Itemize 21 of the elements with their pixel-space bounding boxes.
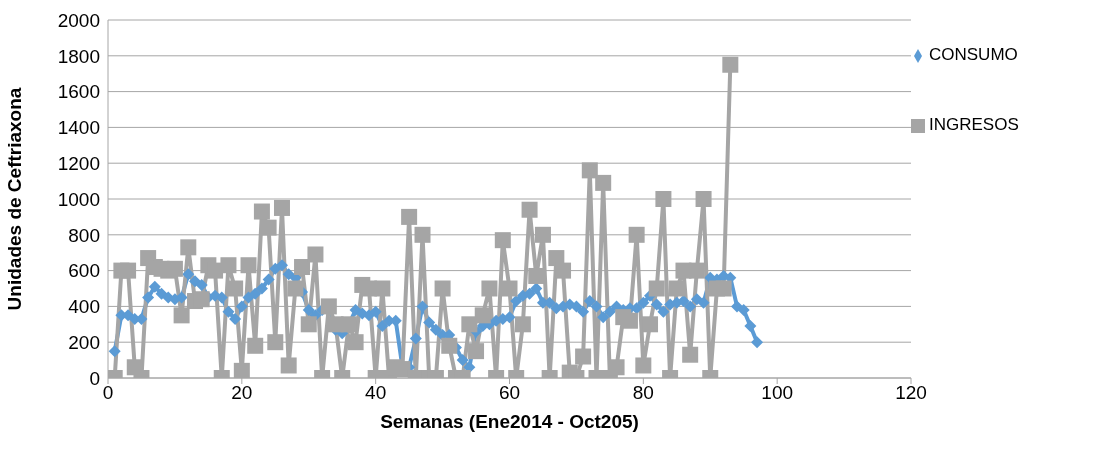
y-tick-label: 600 — [68, 260, 100, 282]
y-tick-label: 1600 — [57, 81, 100, 103]
x-tick-label: 100 — [761, 382, 794, 404]
y-tick-label: 400 — [68, 296, 100, 318]
x-tick-label: 80 — [632, 382, 654, 404]
x-tick-label: 120 — [895, 382, 927, 404]
x-tick-label: 0 — [102, 382, 114, 404]
y-tick-label: 1800 — [57, 45, 100, 67]
x-axis-title: Semanas (Ene2014 - Oct205) — [380, 411, 639, 432]
y-tick-label: 0 — [89, 367, 100, 389]
y-tick-label: 800 — [68, 224, 100, 246]
x-tick-label: 60 — [498, 382, 521, 404]
y-tick-label: 200 — [68, 331, 100, 353]
y-tick-label: 1400 — [57, 117, 100, 139]
y-tick-label: 2000 — [57, 9, 100, 31]
y-tick-label: 1000 — [57, 188, 100, 210]
legend-label: INGRESOS — [929, 115, 1019, 134]
legend-label: CONSUMO — [929, 45, 1018, 64]
x-tick-label: 40 — [365, 382, 387, 404]
x-tick-label: 20 — [231, 382, 253, 404]
y-tick-label: 1200 — [57, 152, 100, 174]
